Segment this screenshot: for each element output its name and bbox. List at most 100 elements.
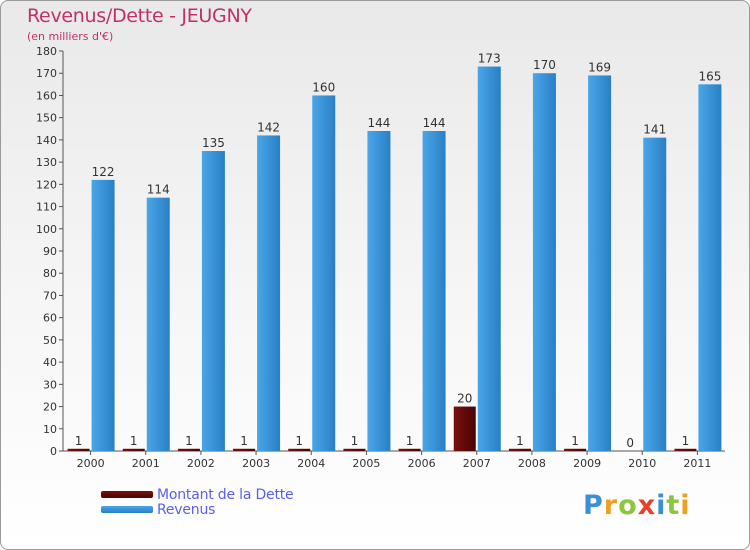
bar-revenue [91,179,115,451]
bar-revenue [477,66,501,452]
legend-item-debt: Montant de la Dette [101,486,294,503]
data-label-revenue: 144 [367,116,390,130]
y-tick-label: 140 [36,134,57,147]
x-tick-label: 2004 [297,457,325,470]
data-label-debt: 1 [130,434,138,448]
logo-letter: i [680,490,691,521]
bar-revenue [698,84,722,451]
bar-debt [508,448,531,451]
data-label-revenue: 135 [202,136,225,150]
bar-revenue [201,151,225,451]
y-tick-label: 170 [36,67,57,80]
y-tick-label: 180 [36,45,57,58]
legend-label-revenue: Revenus [157,501,216,518]
data-label-revenue: 122 [92,165,115,179]
logo-letter: i [656,490,667,521]
x-tick-label: 2006 [408,457,436,470]
x-tick-label: 2007 [463,457,491,470]
data-label-revenue: 173 [478,52,501,66]
x-tick-label: 2001 [132,457,160,470]
data-label-debt: 1 [185,434,193,448]
bar-debt [564,448,587,451]
y-tick-label: 40 [43,356,57,369]
bar-debt [288,448,311,451]
y-tick-label: 70 [43,289,57,302]
y-tick-label: 150 [36,112,57,125]
x-tick-label: 2000 [77,457,105,470]
data-label-revenue: 160 [312,80,335,94]
bar-debt [453,406,476,451]
x-tick-label: 2002 [187,457,215,470]
data-label-revenue: 144 [423,116,446,130]
data-label-debt: 1 [351,434,359,448]
axes: 0102030405060708090100110120130140150160… [36,45,725,470]
data-label-revenue: 114 [147,183,170,197]
y-tick-label: 90 [43,245,57,258]
legend: Montant de la Dette Revenus [101,486,294,518]
legend-item-revenue: Revenus [101,501,293,518]
data-labels: 1122111411351142116011441144201731170116… [75,52,722,450]
data-label-revenue: 169 [588,60,611,74]
data-label-debt: 1 [516,434,524,448]
x-tick-label: 2005 [352,457,380,470]
x-tick-label: 2009 [573,457,601,470]
chart-subtitle: (en milliers d'€) [27,30,114,43]
bar-revenue [422,131,446,451]
proxiti-logo: Proxiti [583,490,691,521]
logo-letter: r [603,490,619,521]
data-label-debt: 1 [406,434,414,448]
bar-debt [67,448,90,451]
data-label-debt: 1 [295,434,303,448]
bar-debt [177,448,200,451]
y-tick-label: 120 [36,178,57,191]
logo-letter: P [583,490,604,521]
data-label-debt: 1 [571,434,579,448]
x-tick-label: 2003 [242,457,270,470]
y-tick-label: 80 [43,267,57,280]
bar-debt [398,448,421,451]
data-label-debt: 20 [457,392,472,406]
bar-debt [233,448,256,451]
data-label-revenue: 141 [643,123,666,137]
y-tick-label: 130 [36,156,57,169]
data-label-debt: 1 [682,434,690,448]
bar-revenue [532,73,556,451]
bar-revenue [257,135,281,451]
chart-title: Revenus/Dette - JEUGNY [27,5,252,27]
bar-debt [674,448,697,451]
y-tick-label: 30 [43,378,57,391]
bar-debt [343,448,366,451]
y-tick-label: 110 [36,201,57,214]
logo-letter: x [637,490,657,521]
y-tick-label: 50 [43,334,57,347]
data-label-debt: 1 [240,434,248,448]
data-label-debt: 1 [75,434,83,448]
y-tick-label: 60 [43,312,57,325]
bar-revenue [643,137,667,451]
bars [67,66,722,452]
bar-debt [122,448,145,451]
y-tick-label: 20 [43,401,57,414]
data-label-revenue: 142 [257,120,280,134]
data-label-debt: 0 [626,436,634,450]
legend-swatch-revenue [101,506,153,513]
legend-swatch-debt [101,491,153,498]
data-label-revenue: 170 [533,58,556,72]
bar-revenue [588,75,612,451]
y-tick-label: 160 [36,89,57,102]
bar-revenue [367,131,391,451]
x-tick-label: 2011 [683,457,711,470]
logo-letter: t [666,490,681,521]
data-label-revenue: 165 [698,69,721,83]
y-tick-label: 10 [43,423,57,436]
x-tick-label: 2010 [628,457,656,470]
x-tick-label: 2008 [518,457,546,470]
y-tick-label: 0 [50,445,57,458]
y-tick-label: 100 [36,223,57,236]
logo-letter: o [618,490,638,521]
legend-label-debt: Montant de la Dette [157,486,294,503]
bar-revenue [146,197,170,451]
bar-revenue [312,95,336,451]
